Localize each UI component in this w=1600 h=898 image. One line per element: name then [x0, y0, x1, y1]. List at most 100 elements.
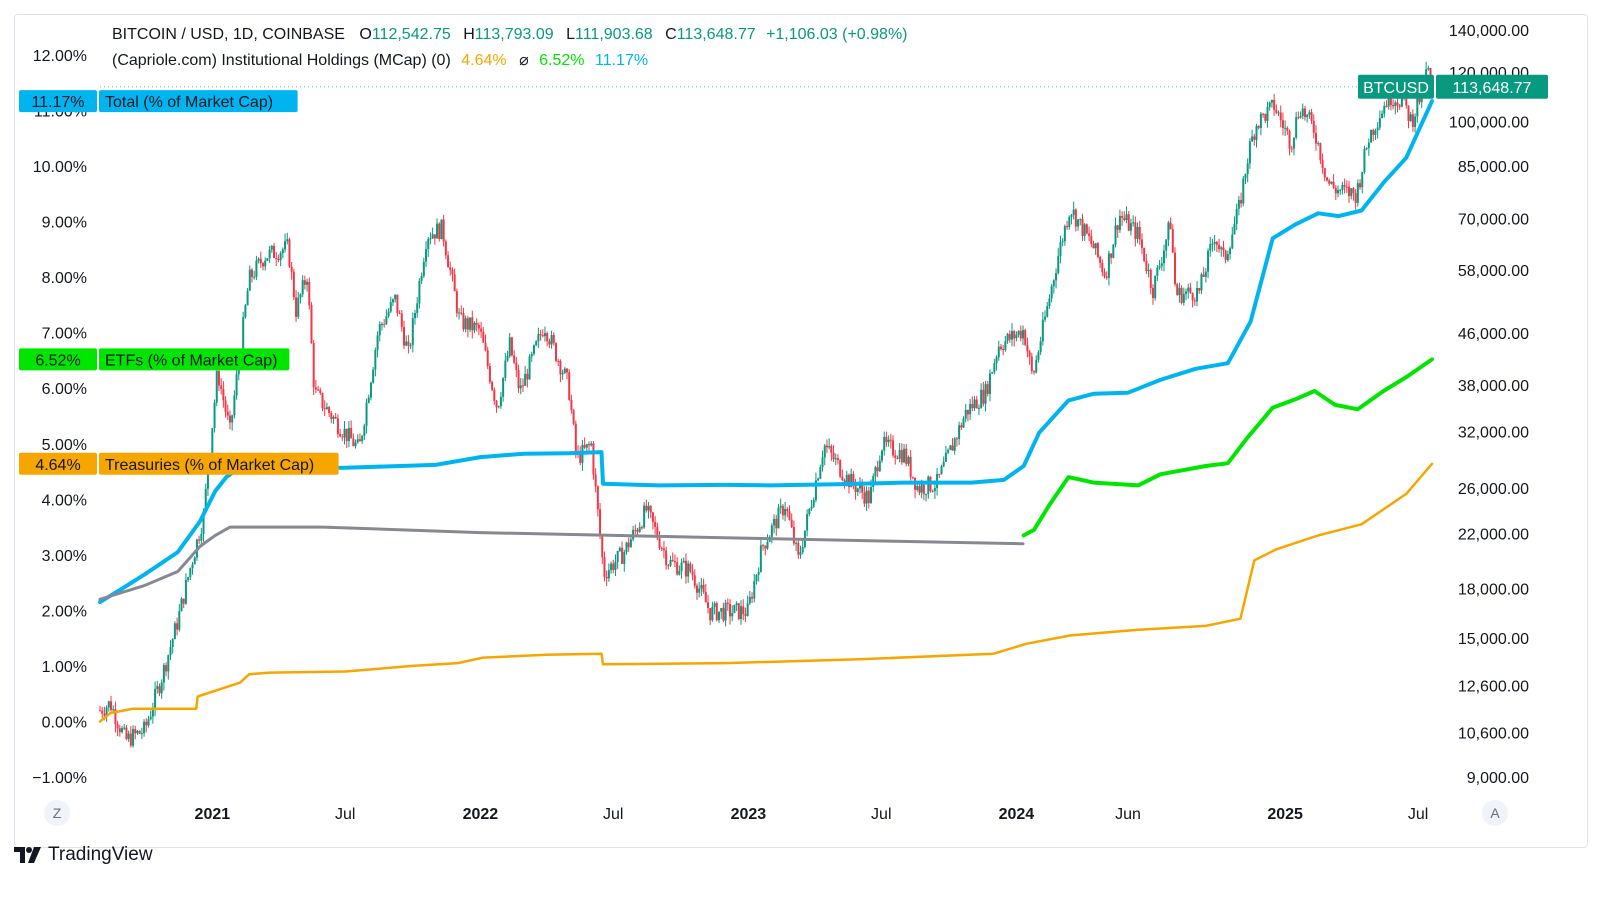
btc-candle-body — [253, 276, 256, 278]
btc-candle-body — [665, 550, 668, 566]
btc-candle-body — [585, 444, 588, 448]
btc-candle-body — [1215, 241, 1218, 245]
price-tag-symbol: BTCUSD — [1363, 80, 1429, 97]
btc-candle-body — [742, 606, 745, 615]
btc-candle-body — [550, 335, 553, 345]
btc-candle-body — [535, 341, 538, 346]
x-axis-tick-label: Jul — [335, 806, 355, 823]
btc-candle-body — [204, 488, 207, 512]
btc-candle-body — [167, 655, 170, 672]
btc-candle-body — [993, 363, 996, 373]
btc-candle-body — [1385, 106, 1388, 108]
btc-candle-body — [215, 370, 218, 403]
btc-candle-body — [508, 337, 511, 357]
btc-candle-body — [781, 505, 784, 516]
btc-candle-body — [279, 253, 282, 261]
btc-candle-body — [1101, 262, 1104, 273]
btc-candle-body — [1268, 102, 1271, 107]
btc-candle-body — [775, 518, 778, 529]
x-axis-tick-label: Jul — [1408, 806, 1428, 823]
btc-candle-body — [136, 730, 139, 734]
btc-candle-body — [863, 492, 866, 504]
btc-candle-body — [1046, 305, 1049, 317]
tradingview-brand[interactable]: TradingView — [14, 844, 153, 866]
btc-candle-body — [217, 370, 220, 386]
left-axis-tick-label: 4.00% — [42, 492, 87, 509]
btc-candle-body — [1319, 143, 1322, 161]
btc-candle-body — [345, 428, 348, 442]
btc-candle-body — [762, 545, 765, 547]
btc-candle-body — [1237, 200, 1240, 209]
series-labels-layer: 11.17% Total (% of Market Cap) 6.52% ETFs (… — [19, 74, 1548, 475]
btc-candle-body — [1411, 114, 1414, 127]
btc-candle-body — [795, 542, 798, 544]
btc-candle-body — [125, 727, 128, 739]
btc-candle-body — [129, 733, 132, 746]
btc-candle-body — [1035, 359, 1038, 373]
btc-candle-body — [1002, 349, 1005, 351]
total-name-tag — [99, 90, 298, 113]
auto-scale-right-button[interactable]: A — [1482, 800, 1508, 826]
btc-candle-body — [1370, 129, 1373, 143]
btc-candle-body — [999, 346, 1002, 350]
btc-candle-body — [557, 360, 560, 362]
btc-candle-body — [277, 258, 280, 261]
btc-candle-body — [471, 317, 474, 331]
btc-candle-body — [839, 460, 842, 477]
btc-candle-body — [363, 425, 366, 436]
btc-candle-body — [764, 545, 767, 549]
btc-candle-body — [878, 460, 881, 472]
btc-candle-body — [825, 445, 828, 448]
btc-candle-body — [991, 372, 994, 374]
btc-candle-body — [1151, 287, 1154, 299]
btc-candle-body — [667, 565, 670, 567]
btc-candle-body — [812, 500, 815, 507]
btc-candle-body — [1149, 269, 1152, 288]
symbol-legend[interactable]: BITCOIN / USD, 1D, COINBASE O112,542.75 … — [112, 26, 910, 44]
btc-candle-body — [1310, 112, 1313, 121]
btc-candle-body — [958, 425, 961, 440]
btc-candle-body — [266, 258, 269, 261]
btc-candle-body — [933, 487, 936, 492]
btc-candle-body — [1198, 287, 1201, 291]
btc-candle-body — [583, 444, 586, 448]
btc-candle-body — [1118, 215, 1121, 230]
btc-candle-body — [189, 568, 192, 578]
btc-candle-body — [275, 257, 278, 259]
btc-candle-body — [231, 415, 234, 423]
right-axis-tick-label: 26,000.00 — [1458, 481, 1529, 498]
btc-candle-body — [1200, 274, 1203, 291]
btc-candle-body — [579, 452, 582, 463]
btc-candle-body — [733, 604, 736, 613]
btc-candle-body — [561, 372, 564, 375]
btc-candle-body — [737, 603, 740, 620]
btc-candle-body — [920, 484, 923, 493]
btc-candle-body — [1273, 99, 1276, 110]
btc-candle-body — [310, 305, 313, 344]
btc-candle-body — [158, 686, 161, 694]
btc-candle-body — [1328, 180, 1331, 184]
btc-candle-body — [1427, 67, 1430, 70]
open-label: O — [359, 26, 372, 43]
btc-candle-body — [1251, 136, 1254, 142]
price-tag-value: 113,648.77 — [1453, 80, 1532, 97]
btc-candle-body — [925, 494, 928, 496]
btc-candle-body — [537, 334, 540, 342]
btc-candle-body — [482, 331, 485, 343]
indicator-legend[interactable]: (Capriole.com) Institutional Holdings (M… — [112, 50, 650, 70]
btc-candle-body — [1107, 253, 1110, 278]
btc-candle-body — [173, 623, 176, 640]
btc-candle-body — [1259, 113, 1262, 128]
btc-candle-body — [718, 611, 721, 621]
btc-candle-body — [1213, 241, 1216, 244]
btc-candle-body — [354, 442, 357, 447]
btc-candle-body — [132, 729, 135, 746]
btc-candle-body — [658, 538, 661, 549]
right-axis-tick-label: 140,000.00 — [1449, 23, 1529, 40]
auto-scale-left-button[interactable]: Z — [44, 800, 70, 826]
btc-candle-body — [198, 539, 201, 541]
btc-candle-body — [874, 467, 877, 477]
btc-candle-body — [788, 511, 791, 520]
chart-panel[interactable] — [14, 14, 1588, 848]
